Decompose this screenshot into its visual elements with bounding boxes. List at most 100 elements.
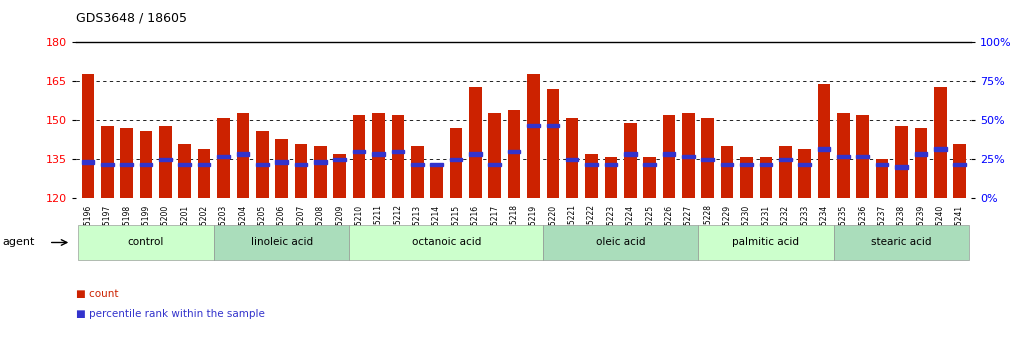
Text: linoleic acid: linoleic acid bbox=[250, 238, 312, 247]
Bar bbox=[779, 146, 791, 198]
Bar bbox=[120, 163, 133, 166]
Bar bbox=[256, 131, 268, 198]
Bar bbox=[411, 163, 423, 166]
Text: ■ percentile rank within the sample: ■ percentile rank within the sample bbox=[76, 309, 265, 319]
Bar bbox=[295, 144, 307, 198]
Bar bbox=[702, 118, 714, 198]
Text: palmitic acid: palmitic acid bbox=[732, 238, 799, 247]
Bar bbox=[624, 152, 637, 156]
Bar bbox=[469, 87, 482, 198]
Bar bbox=[953, 144, 966, 198]
Bar bbox=[295, 163, 307, 166]
Bar bbox=[663, 115, 675, 198]
Bar bbox=[895, 126, 908, 198]
Bar bbox=[856, 115, 870, 198]
Text: oleic acid: oleic acid bbox=[596, 238, 646, 247]
Bar bbox=[934, 147, 947, 151]
Bar bbox=[139, 163, 153, 166]
Text: GDS3648 / 18605: GDS3648 / 18605 bbox=[76, 11, 187, 24]
Text: octanoic acid: octanoic acid bbox=[412, 238, 481, 247]
Bar bbox=[740, 157, 753, 198]
Bar bbox=[101, 126, 114, 198]
Bar bbox=[876, 163, 889, 166]
Bar bbox=[430, 165, 442, 198]
Bar bbox=[953, 163, 966, 166]
Bar bbox=[876, 159, 889, 198]
Bar bbox=[392, 150, 404, 153]
Bar bbox=[214, 225, 350, 260]
Bar bbox=[488, 113, 501, 198]
Bar bbox=[682, 155, 695, 159]
Bar bbox=[527, 74, 540, 198]
Bar bbox=[507, 110, 521, 198]
Bar bbox=[565, 118, 579, 198]
Bar bbox=[644, 157, 656, 198]
Bar bbox=[585, 154, 598, 198]
Bar bbox=[585, 163, 598, 166]
Bar bbox=[334, 154, 346, 198]
Bar bbox=[779, 158, 791, 161]
Bar bbox=[818, 84, 830, 198]
Bar bbox=[546, 89, 559, 198]
Text: control: control bbox=[128, 238, 164, 247]
Bar bbox=[178, 144, 191, 198]
Bar bbox=[81, 160, 95, 164]
Bar bbox=[565, 158, 579, 161]
Bar bbox=[237, 152, 249, 156]
Bar bbox=[856, 155, 870, 159]
Bar bbox=[276, 160, 288, 164]
Bar bbox=[469, 152, 482, 156]
Bar bbox=[605, 163, 617, 166]
Bar bbox=[934, 87, 947, 198]
Bar bbox=[159, 126, 172, 198]
Bar bbox=[372, 152, 384, 156]
Bar bbox=[218, 118, 230, 198]
Bar bbox=[237, 113, 249, 198]
Bar bbox=[721, 163, 733, 166]
Bar bbox=[276, 138, 288, 198]
Bar bbox=[450, 128, 463, 198]
Bar bbox=[721, 146, 733, 198]
Bar bbox=[818, 147, 830, 151]
Text: agent: agent bbox=[2, 238, 35, 247]
Bar bbox=[411, 146, 423, 198]
Bar bbox=[353, 115, 365, 198]
Bar bbox=[543, 225, 698, 260]
Bar bbox=[488, 163, 501, 166]
Bar bbox=[644, 163, 656, 166]
Text: ■ count: ■ count bbox=[76, 289, 119, 299]
Bar bbox=[450, 158, 463, 161]
Bar bbox=[198, 163, 211, 166]
Bar bbox=[760, 157, 772, 198]
Bar bbox=[350, 225, 543, 260]
Bar bbox=[198, 149, 211, 198]
Bar bbox=[698, 225, 834, 260]
Bar bbox=[392, 115, 404, 198]
Bar bbox=[798, 163, 811, 166]
Bar bbox=[798, 149, 811, 198]
Bar bbox=[663, 152, 675, 156]
Bar bbox=[914, 152, 928, 156]
Bar bbox=[159, 158, 172, 161]
Bar bbox=[837, 113, 849, 198]
Bar bbox=[101, 163, 114, 166]
Bar bbox=[353, 150, 365, 153]
Bar bbox=[372, 113, 384, 198]
Bar bbox=[334, 158, 346, 161]
Bar bbox=[507, 150, 521, 153]
Bar bbox=[314, 160, 326, 164]
Bar bbox=[81, 74, 95, 198]
Text: stearic acid: stearic acid bbox=[872, 238, 932, 247]
Bar bbox=[546, 124, 559, 127]
Bar bbox=[624, 123, 637, 198]
Bar bbox=[895, 165, 908, 169]
Bar bbox=[760, 163, 772, 166]
Bar bbox=[527, 124, 540, 127]
Bar bbox=[702, 158, 714, 161]
Bar bbox=[218, 155, 230, 159]
Bar bbox=[256, 163, 268, 166]
Bar bbox=[682, 113, 695, 198]
Bar bbox=[605, 157, 617, 198]
Bar bbox=[139, 131, 153, 198]
Bar bbox=[78, 225, 214, 260]
